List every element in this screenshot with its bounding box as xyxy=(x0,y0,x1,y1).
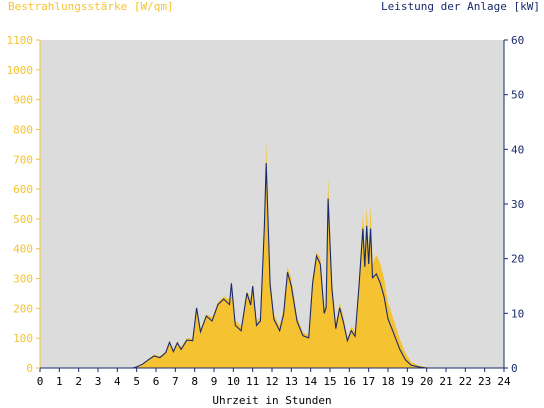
x-tick-label: 12 xyxy=(265,375,278,388)
x-tick-label: 21 xyxy=(439,375,452,388)
left-tick-label: 1000 xyxy=(7,64,34,77)
x-tick-label: 19 xyxy=(401,375,414,388)
left-tick-label: 100 xyxy=(13,332,33,345)
left-tick-label: 200 xyxy=(13,302,33,315)
x-tick-label: 22 xyxy=(459,375,472,388)
x-tick-label: 3 xyxy=(95,375,102,388)
left-tick-label: 700 xyxy=(13,153,33,166)
left-tick-label: 0 xyxy=(26,362,33,375)
irradiance-area xyxy=(40,141,504,368)
left-tick-label: 400 xyxy=(13,243,33,256)
power-line xyxy=(40,162,504,369)
right-tick-label: 40 xyxy=(511,143,524,156)
left-tick-label: 300 xyxy=(13,273,33,286)
x-tick-label: 0 xyxy=(37,375,44,388)
x-axis-ticks: 0 1 2 3 4 5 6 7 8 9 10 11 12 13 14 15 16 17 18 19 20 21 22 23 24 xyxy=(37,368,511,388)
left-axis-title: Bestrahlungsstärke [W/qm] xyxy=(8,0,174,13)
right-tick-label: 50 xyxy=(511,89,524,102)
x-axis-title: Uhrzeit in Stunden xyxy=(212,394,332,407)
irradiance-area-layer xyxy=(40,141,504,368)
power-line-layer xyxy=(40,162,504,369)
x-tick-label: 6 xyxy=(153,375,160,388)
right-tick-label: 60 xyxy=(511,34,524,47)
left-tick-label: 500 xyxy=(13,213,33,226)
x-tick-label: 18 xyxy=(381,375,394,388)
right-axis-title: Leistung der Anlage [kW] xyxy=(381,0,540,13)
x-tick-label: 8 xyxy=(191,375,198,388)
x-tick-label: 13 xyxy=(285,375,298,388)
x-tick-label: 7 xyxy=(172,375,179,388)
right-tick-label: 20 xyxy=(511,253,524,266)
x-tick-label: 1 xyxy=(56,375,63,388)
left-tick-label: 900 xyxy=(13,94,33,107)
x-tick-label: 24 xyxy=(497,375,511,388)
x-tick-label: 5 xyxy=(133,375,140,388)
left-tick-label: 600 xyxy=(13,183,33,196)
x-tick-label: 23 xyxy=(478,375,491,388)
x-tick-label: 16 xyxy=(343,375,356,388)
left-tick-label: 800 xyxy=(13,123,33,136)
x-tick-label: 10 xyxy=(227,375,240,388)
x-tick-label: 15 xyxy=(323,375,336,388)
x-tick-label: 2 xyxy=(75,375,82,388)
x-tick-label: 20 xyxy=(420,375,433,388)
x-tick-label: 14 xyxy=(304,375,318,388)
right-axis-ticks: 0 10 20 30 40 50 60 xyxy=(504,34,524,375)
x-tick-label: 4 xyxy=(114,375,121,388)
right-tick-label: 0 xyxy=(511,362,518,375)
x-tick-label: 17 xyxy=(362,375,375,388)
left-tick-label: 1100 xyxy=(7,34,34,47)
x-tick-label: 9 xyxy=(211,375,218,388)
left-axis-ticks: 0 100 200 300 400 500 600 700 800 900 1000 1100 xyxy=(7,34,40,375)
right-tick-label: 30 xyxy=(511,198,524,211)
x-tick-label: 11 xyxy=(246,375,259,388)
right-tick-label: 10 xyxy=(511,307,524,320)
